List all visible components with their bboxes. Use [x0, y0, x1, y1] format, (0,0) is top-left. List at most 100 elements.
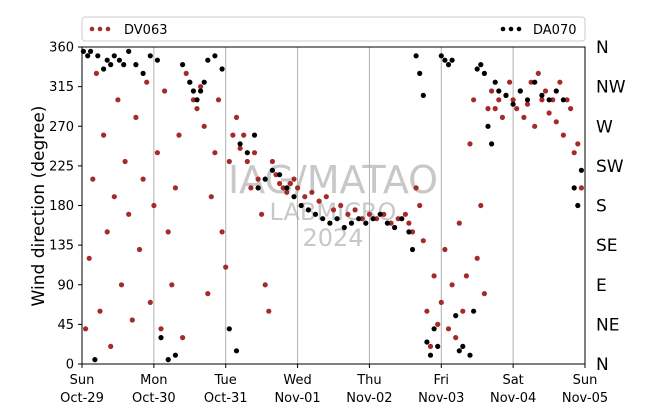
point-dv063: [194, 106, 200, 112]
point-dv063: [251, 150, 258, 156]
point-da070: [116, 57, 122, 63]
point-da070: [147, 53, 153, 59]
point-dv063: [539, 97, 545, 103]
point-dv063: [108, 343, 114, 349]
point-dv063: [144, 79, 150, 85]
compass-label: SE: [596, 236, 618, 256]
point-dv063: [302, 194, 308, 200]
point-da070: [413, 53, 419, 59]
x-tick-date: Oct-29: [60, 391, 104, 406]
point-da070: [481, 70, 487, 76]
point-dv063: [456, 220, 462, 226]
point-dv063: [388, 220, 394, 226]
point-dv063: [277, 180, 283, 187]
point-dv063: [431, 273, 437, 279]
x-tick-day: Tue: [214, 373, 237, 388]
point-da070: [327, 220, 333, 226]
point-da070: [431, 326, 437, 332]
point-dv063: [172, 185, 178, 191]
point-da070: [165, 357, 171, 363]
compass-label: E: [596, 276, 607, 296]
point-da070: [158, 335, 164, 341]
point-dv063: [510, 97, 516, 103]
point-da070: [503, 92, 509, 98]
point-da070: [101, 66, 107, 72]
point-dv063: [122, 158, 128, 165]
point-dv063: [309, 189, 315, 195]
point-dv063: [93, 70, 99, 76]
compass-label: N: [596, 38, 609, 58]
point-dv063: [83, 326, 89, 332]
point-dv063: [413, 185, 419, 191]
point-da070: [524, 97, 531, 103]
point-da070: [198, 88, 204, 94]
point-dv063: [126, 211, 132, 217]
y-tick-label: 315: [49, 80, 74, 95]
point-dv063: [489, 88, 495, 94]
point-dv063: [154, 150, 160, 156]
point-dv063: [111, 194, 117, 200]
point-da070: [111, 53, 117, 59]
point-dv063: [190, 97, 196, 103]
point-dv063: [560, 132, 567, 138]
point-dv063: [496, 97, 502, 103]
point-dv063: [118, 282, 125, 288]
point-dv063: [564, 97, 570, 103]
x-tick-date: Nov-01: [274, 391, 320, 406]
legend: DV063 DA070: [81, 16, 586, 42]
point-da070: [427, 352, 434, 358]
point-da070: [205, 57, 211, 63]
point-da070: [424, 339, 430, 345]
point-da070: [244, 150, 250, 156]
point-da070: [363, 220, 369, 226]
point-da070: [467, 352, 473, 358]
point-dv063: [140, 176, 146, 182]
point-da070: [251, 132, 258, 138]
point-dv063: [438, 299, 444, 305]
point-dv063: [205, 291, 211, 297]
x-tick-date: Nov-05: [562, 391, 608, 406]
point-da070: [571, 185, 577, 191]
point-da070: [194, 97, 200, 103]
point-dv063: [104, 229, 110, 235]
point-da070: [553, 88, 559, 94]
point-dv063: [259, 211, 265, 217]
point-da070: [172, 352, 178, 358]
point-da070: [510, 101, 516, 107]
legend-marker-dv063: [89, 26, 111, 32]
point-da070: [485, 123, 491, 129]
point-da070: [539, 92, 545, 98]
point-da070: [226, 326, 232, 332]
point-da070: [474, 66, 480, 72]
gridlines: [153, 47, 514, 364]
point-da070: [180, 62, 186, 68]
point-dv063: [223, 264, 229, 270]
point-dv063: [176, 132, 182, 138]
point-da070: [560, 97, 567, 103]
point-da070: [417, 70, 423, 76]
point-dv063: [474, 255, 480, 261]
point-dv063: [215, 97, 222, 103]
point-da070: [92, 357, 98, 363]
point-da070: [517, 88, 523, 94]
point-da070: [219, 66, 225, 72]
point-dv063: [291, 176, 297, 182]
point-dv063: [557, 79, 563, 85]
point-da070: [377, 211, 383, 217]
point-da070: [291, 194, 297, 200]
point-da070: [435, 343, 441, 349]
compass-label: NE: [596, 315, 619, 335]
y-tick-label: 360: [49, 41, 74, 56]
point-dv063: [550, 97, 556, 103]
point-da070: [409, 246, 416, 253]
point-da070: [126, 48, 132, 55]
point-dv063: [366, 211, 372, 217]
point-dv063: [542, 88, 549, 94]
point-da070: [575, 202, 581, 209]
x-tick-date: Nov-04: [490, 391, 536, 406]
point-dv063: [442, 246, 448, 253]
point-dv063: [255, 176, 261, 182]
point-da070: [578, 167, 585, 173]
point-dv063: [395, 216, 401, 222]
